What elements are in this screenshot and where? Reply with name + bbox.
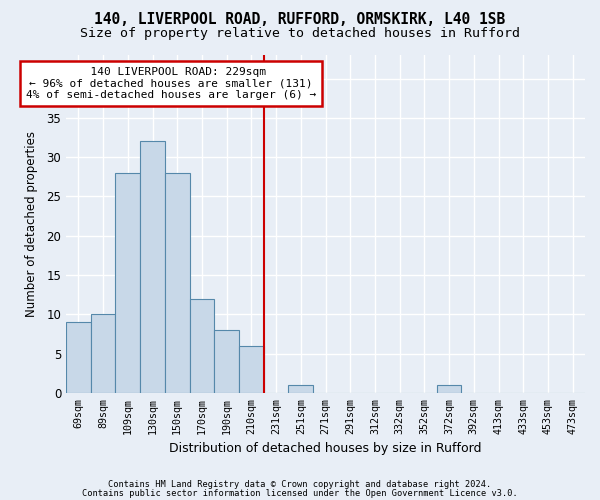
Bar [214,330,239,393]
Text: 140, LIVERPOOL ROAD, RUFFORD, ORMSKIRK, L40 1SB: 140, LIVERPOOL ROAD, RUFFORD, ORMSKIRK, … [94,12,506,28]
Bar [91,314,115,393]
Bar [437,385,461,393]
Bar [289,385,313,393]
Bar [115,173,140,393]
Bar [190,298,214,393]
Text: 140 LIVERPOOL ROAD: 229sqm
← 96% of detached houses are smaller (131)
4% of semi: 140 LIVERPOOL ROAD: 229sqm ← 96% of deta… [26,67,316,100]
Text: Contains public sector information licensed under the Open Government Licence v3: Contains public sector information licen… [82,488,518,498]
X-axis label: Distribution of detached houses by size in Rufford: Distribution of detached houses by size … [169,442,482,455]
Y-axis label: Number of detached properties: Number of detached properties [25,131,38,317]
Text: Contains HM Land Registry data © Crown copyright and database right 2024.: Contains HM Land Registry data © Crown c… [109,480,491,489]
Text: Size of property relative to detached houses in Rufford: Size of property relative to detached ho… [80,28,520,40]
Bar [239,346,264,393]
Bar [66,322,91,393]
Bar [165,173,190,393]
Bar [140,142,165,393]
